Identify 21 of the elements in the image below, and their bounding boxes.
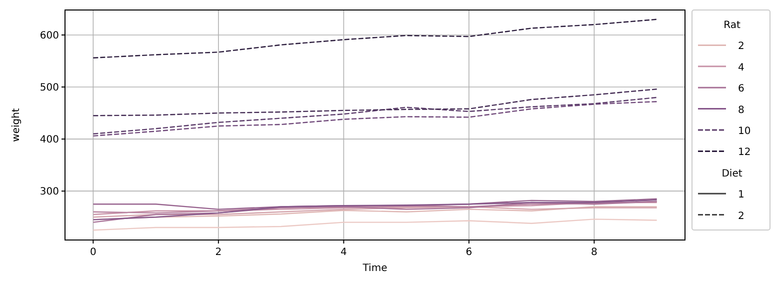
legend-label: 8 [738,104,744,116]
y-tick-label: 600 [40,30,59,42]
x-tick-label: 2 [215,247,222,258]
x-tick-label: 0 [90,247,96,258]
y-tick-label: 400 [40,134,59,146]
legend-label: 2 [738,41,744,52]
x-tick-label: 4 [340,247,347,258]
legend-label: 6 [738,84,744,95]
y-tick-label: 300 [40,186,59,198]
x-tick-label: 8 [591,247,598,258]
legend-label: 1 [738,190,744,201]
x-axis-title: Time [362,263,388,274]
legend-label: 4 [738,62,744,74]
x-tick-label: 6 [466,247,472,258]
legend-label: 2 [738,210,744,222]
y-axis-title: weight [11,108,22,142]
legend-label: 12 [738,147,751,158]
legend-title: Rat [724,20,740,31]
y-tick-label: 500 [40,82,59,94]
text: Diet [722,168,742,180]
legend-label: 10 [738,126,751,137]
